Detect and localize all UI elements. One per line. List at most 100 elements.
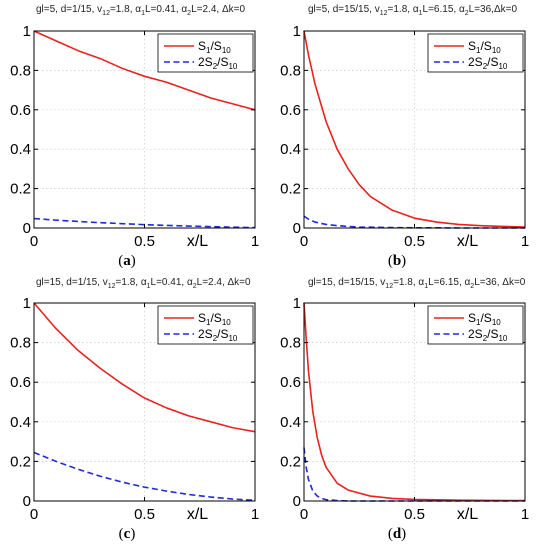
subscript-text: 10 xyxy=(498,334,507,343)
text-part: L=36,Δk=0 xyxy=(469,4,518,15)
y-tick-label: 0.8 xyxy=(280,62,301,79)
y-tick-label: 1 xyxy=(293,23,301,40)
text-part: /S xyxy=(487,327,498,341)
x-axis-label: x/L xyxy=(187,506,208,523)
text-part: =1.8, α xyxy=(388,4,419,15)
x-tick-label: 0.5 xyxy=(134,506,155,523)
x-axis-label: x/L xyxy=(457,233,478,250)
y-tick-label: 0.2 xyxy=(280,181,301,198)
x-tick-label: 0.5 xyxy=(134,233,155,250)
y-tick-label: 0 xyxy=(293,493,301,510)
legend-entry-2: 2S2/S10 xyxy=(468,55,508,71)
y-tick-label: 0.6 xyxy=(280,102,301,119)
subscript-text: 2 xyxy=(213,334,218,343)
legend-entry-2: 2S2/S10 xyxy=(198,55,238,71)
x-axis-label: x/L xyxy=(187,233,208,250)
text-part: L=2.4, Δk=0 xyxy=(197,277,251,288)
text-part: /S xyxy=(217,327,228,341)
text-part: S xyxy=(198,39,206,53)
legend-box xyxy=(157,33,254,73)
subscript-text: 12 xyxy=(102,10,110,17)
subscript-text: 1 xyxy=(476,318,481,327)
text-part: 2S xyxy=(468,327,483,341)
y-tick-label: 0.4 xyxy=(10,141,31,158)
chart-panel-a: gl=5, d=1/15, v12=1.8, α1L=0.41, α2L=2.4… xyxy=(10,4,259,269)
chart-title: gl=15, d=15/15, v12=1.8, α1L=6.15, α2L=3… xyxy=(308,277,526,290)
subscript-text: 1 xyxy=(206,46,211,55)
x-tick-label: 1 xyxy=(251,233,259,250)
subscript-text: 2 xyxy=(470,283,474,290)
y-tick-label: 0 xyxy=(23,220,31,237)
subscript-text: 1 xyxy=(141,10,145,17)
text-part: L=0.41, α xyxy=(145,4,187,15)
text-part: gl=5, d=15/15, v xyxy=(308,4,380,15)
series-line-1 xyxy=(33,302,256,433)
subscript-text: 10 xyxy=(222,46,231,55)
legend-box xyxy=(427,305,524,345)
text-part: /S xyxy=(480,39,491,53)
x-axis-label: x/L xyxy=(457,506,478,523)
panel-caption: (c) xyxy=(119,526,136,542)
subscript-text: 12 xyxy=(385,283,393,290)
chart-panel-c: gl=15, d=1/15, v12=1.8, α1L=0.41, α2L=2.… xyxy=(10,277,259,542)
y-tick-label: 0.4 xyxy=(280,141,301,158)
subscript-text: 2 xyxy=(483,334,488,343)
y-tick-label: 0 xyxy=(23,493,31,510)
subscript-text: 10 xyxy=(228,62,237,71)
text-part: L=6.15, α xyxy=(423,4,465,15)
x-tick-label: 0.5 xyxy=(404,506,425,523)
legend-entry-2: 2S2/S10 xyxy=(468,327,508,343)
chart-title: gl=15, d=1/15, v12=1.8, α1L=0.41, α2L=2.… xyxy=(36,277,251,290)
subscript-text: 10 xyxy=(222,318,231,327)
panel-caption: (b) xyxy=(388,253,406,269)
text-part: /S xyxy=(210,311,221,325)
y-tick-label: 0 xyxy=(293,220,301,237)
panel-caption: (d) xyxy=(388,526,406,542)
subscript-text: 1 xyxy=(147,283,151,290)
subscript-text: 1 xyxy=(476,46,481,55)
y-tick-label: 0.8 xyxy=(10,335,31,352)
text-part: S xyxy=(468,311,476,325)
x-tick-label: 0.5 xyxy=(404,233,425,250)
subscript-text: 2 xyxy=(187,10,191,17)
text-part: L=2.4, Δk=0 xyxy=(191,4,245,15)
y-tick-label: 0.6 xyxy=(10,102,31,119)
y-tick-label: 0.6 xyxy=(10,374,31,391)
series-line-1 xyxy=(303,302,526,502)
panel-letter: c xyxy=(124,526,131,542)
text-part: =1.8, α xyxy=(116,277,147,288)
legend-box xyxy=(427,33,524,73)
legend-entry-1: S1/S10 xyxy=(468,39,501,55)
legend-entry-2: 2S2/S10 xyxy=(198,327,238,343)
subscript-text: 10 xyxy=(492,46,501,55)
panel-letter: b xyxy=(393,253,401,269)
y-tick-label: 0.2 xyxy=(280,453,301,470)
text-part: =1.8, α xyxy=(110,4,141,15)
subscript-text: 2 xyxy=(193,283,197,290)
subscript-text: 2 xyxy=(465,10,469,17)
chart-panel-d: gl=15, d=15/15, v12=1.8, α1L=6.15, α2L=3… xyxy=(280,277,529,542)
text-part: gl=15, d=15/15, v xyxy=(308,277,385,288)
text-part: L=36, Δk=0 xyxy=(474,277,526,288)
text-part: /S xyxy=(210,39,221,53)
subscript-text: 1 xyxy=(206,318,211,327)
subscript-text: 1 xyxy=(419,10,423,17)
panel-letter: a xyxy=(123,253,131,269)
y-tick-label: 0.6 xyxy=(280,374,301,391)
x-tick-label: 0 xyxy=(300,506,308,523)
panel-caption: (a) xyxy=(118,253,136,269)
text-part: /S xyxy=(480,311,491,325)
y-tick-label: 0.4 xyxy=(280,414,301,431)
y-tick-label: 0.2 xyxy=(10,181,31,198)
series-line-2 xyxy=(33,217,256,229)
chart-title: gl=5, d=15/15, v12=1.8, α1L=6.15, α2L=36… xyxy=(308,4,517,17)
x-tick-label: 1 xyxy=(521,506,529,523)
subscript-text: 2 xyxy=(483,62,488,71)
legend-entry-1: S1/S10 xyxy=(198,311,231,327)
y-tick-label: 0.4 xyxy=(10,414,31,431)
